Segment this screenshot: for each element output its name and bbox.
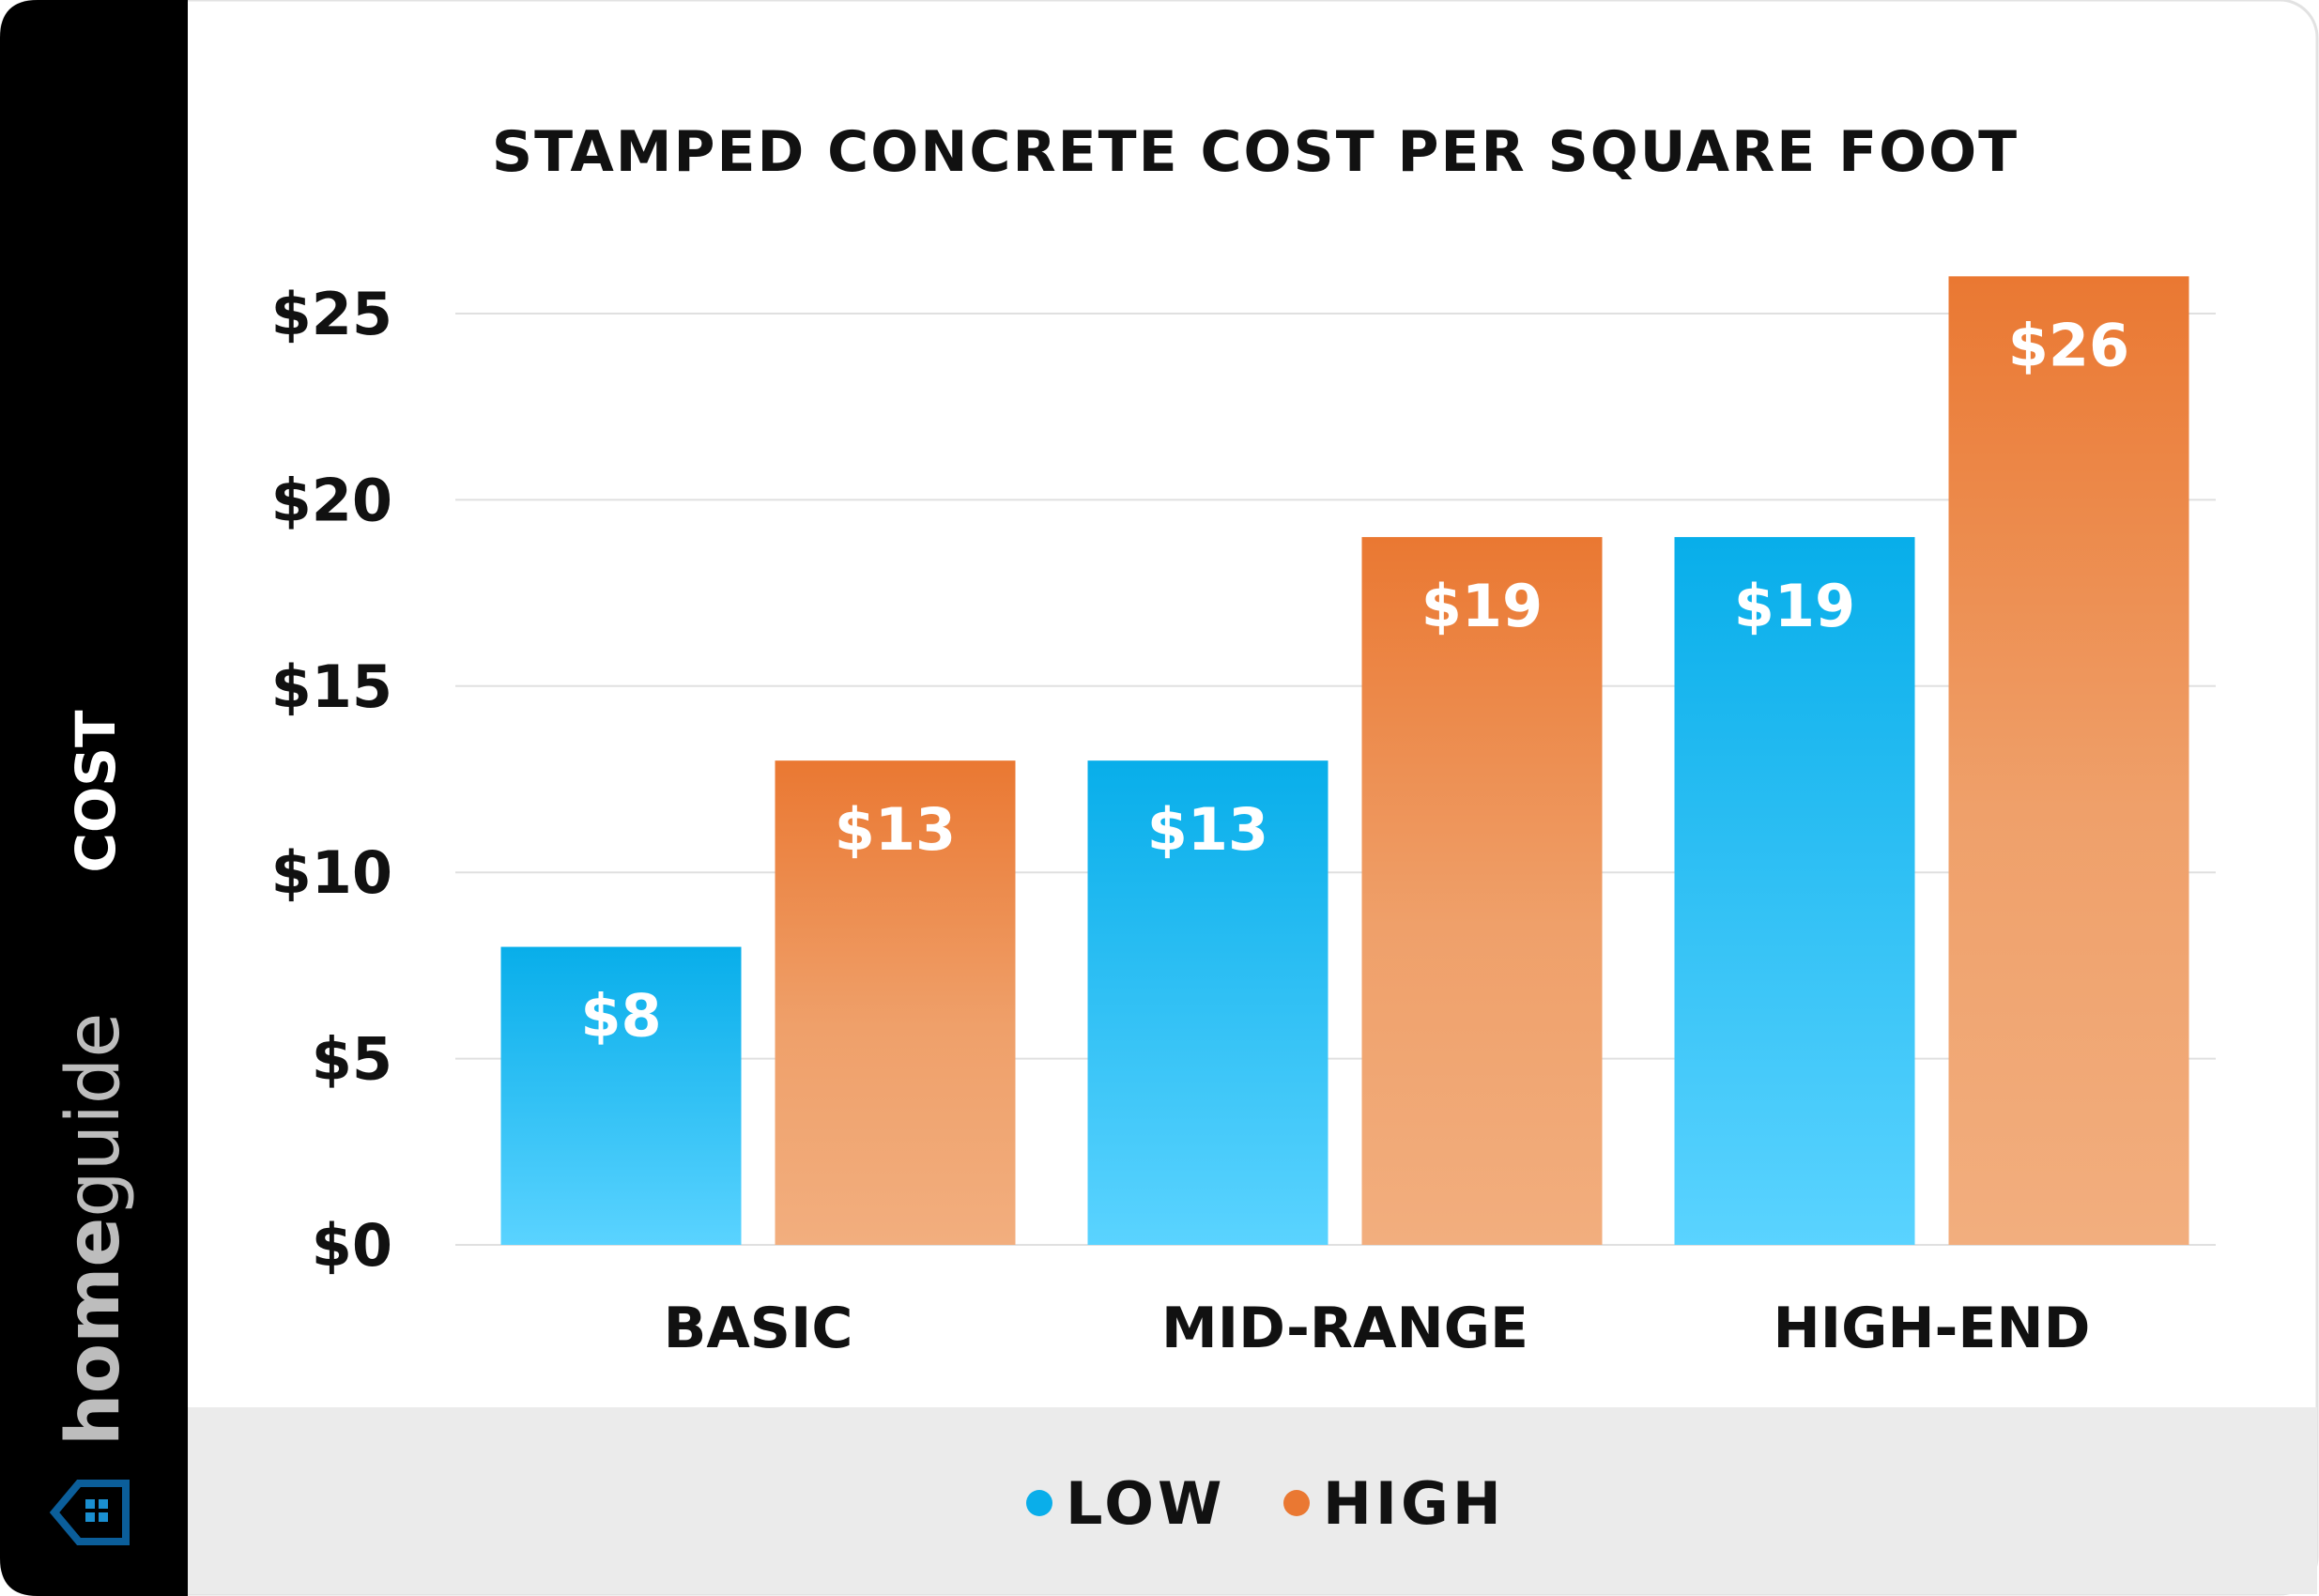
homeguide-logo: homeguide [52,1013,136,1446]
sidebar [0,0,188,1596]
data-label: $26 [2008,311,2129,379]
legend-dot-low [1026,1490,1052,1516]
y-axis-label: COST [64,710,128,873]
bar-low [1087,760,1328,1245]
house-icon [49,1480,130,1545]
bar-high [775,760,1016,1245]
svg-text:homeguide: homeguide [52,1013,136,1446]
data-label: $8 [580,982,661,1051]
bar-high [1948,276,2189,1245]
y-tick-label: $10 [271,838,392,907]
data-label: $19 [1421,572,1543,640]
y-tick-label: $25 [271,280,392,348]
x-tick-label: BASIC [664,1296,853,1361]
bar-high [1361,537,1603,1245]
bar-low [1674,537,1915,1245]
legend-dot-high [1283,1490,1310,1516]
y-tick-label: $0 [312,1211,392,1280]
y-tick-label: $20 [271,466,392,534]
x-tick-label: MID-RANGE [1161,1296,1528,1361]
legend-band [188,1407,2317,1594]
legend-label-high: HIGH [1323,1469,1505,1538]
legend-label-low: LOW [1066,1469,1225,1538]
y-tick-label: $15 [271,652,392,721]
logo-text-home: home [52,1218,136,1446]
logo-text-guide: guide [52,1013,136,1218]
chart-title: STAMPED CONCRETE COST PER SQUARE FOOT [492,119,2019,185]
data-label: $13 [1147,795,1268,864]
x-tick-label: HIGH-END [1774,1296,2091,1361]
data-label: $19 [1734,572,1855,640]
data-label: $13 [835,795,956,864]
y-tick-label: $5 [312,1025,392,1094]
bar-low [500,946,742,1245]
